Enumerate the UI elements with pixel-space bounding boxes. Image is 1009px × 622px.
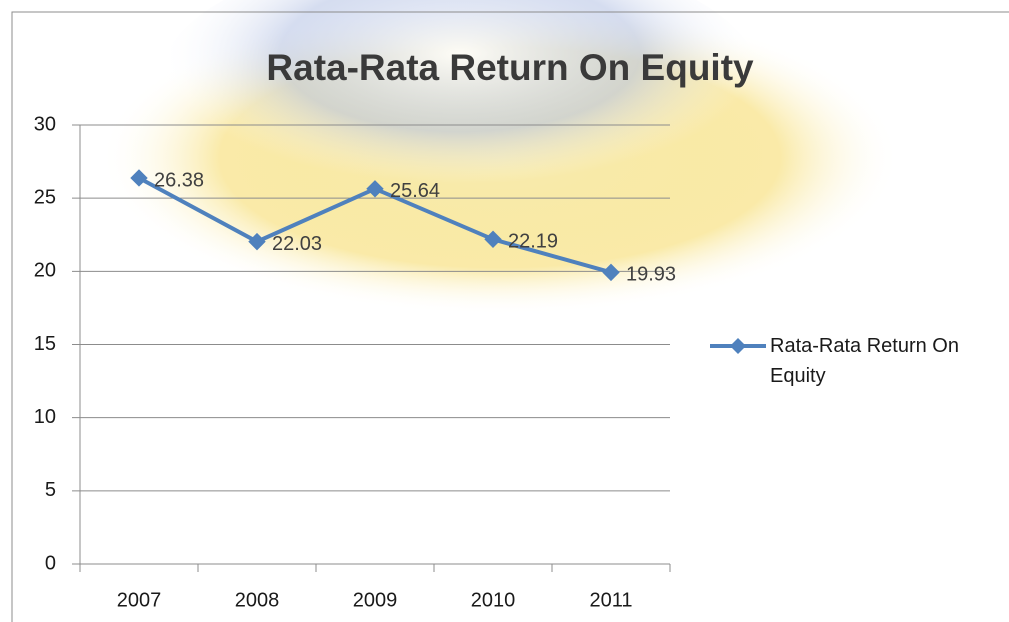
point-marker [130,169,148,187]
y-tick-label: 10 [34,406,56,428]
watermark [100,0,900,315]
data-label: 22.19 [508,231,558,253]
y-tick-label: 15 [34,333,56,355]
y-tick-label: 0 [45,552,56,574]
y-tick-label: 5 [45,479,56,501]
legend-label: Rata-Rata Return On Equity [770,335,959,387]
x-tick-label: 2009 [353,589,398,611]
data-label: 19.93 [626,264,676,286]
data-label: 22.03 [272,233,322,255]
point-marker [484,230,502,248]
point-marker [366,180,384,198]
point-marker [248,232,266,251]
data-label: 25.64 [390,180,440,202]
data-label: 26.38 [154,169,204,191]
chart-border [11,11,1009,622]
legend-marker [730,338,746,354]
x-tick-label: 2007 [117,589,162,611]
y-tick-label: 30 [34,113,56,135]
point-marker [602,263,620,282]
x-tick-label: 2011 [589,589,632,611]
y-tick-label: 25 [34,186,56,208]
x-tick-label: 2008 [235,589,280,611]
y-tick-label: 20 [34,260,56,282]
chart-title: Rata-Rata Return On Equity [266,47,754,88]
x-tick-label: 2010 [471,589,516,611]
